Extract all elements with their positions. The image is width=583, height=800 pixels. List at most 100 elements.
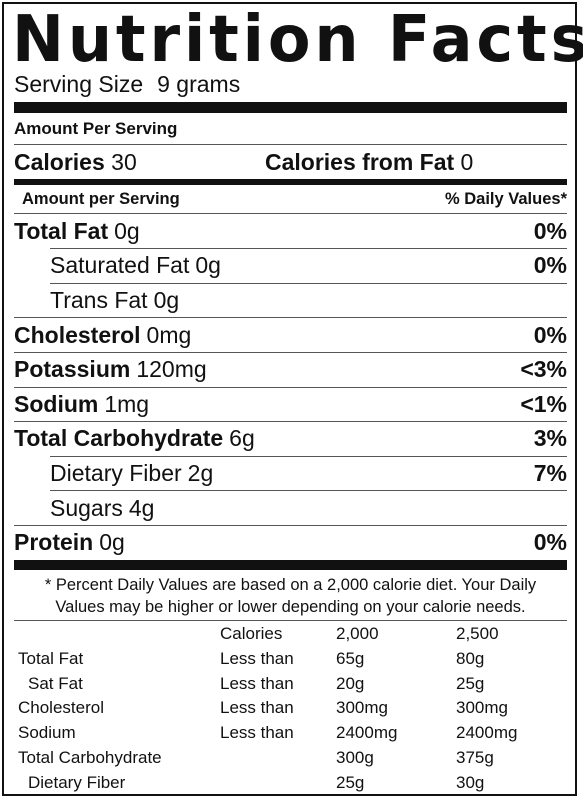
daily-values-cell: 300g: [336, 748, 374, 767]
nutrient-amount: 0g: [114, 217, 140, 244]
nutrient-row: Cholesterol 0mg 0%: [14, 318, 567, 353]
daily-values-cell: 25g: [456, 673, 485, 693]
nutrient-row: Total Fat 0g 0%: [14, 214, 567, 249]
daily-values-header-cell: 2,500: [456, 624, 499, 643]
nutrient-amount: 0g: [195, 252, 221, 279]
daily-values-row: Sodium Less than 2400mg 2400mg: [14, 720, 567, 745]
calories-from-fat-label: Calories from Fat: [265, 149, 455, 175]
nutrient-amount: 0g: [153, 286, 180, 313]
divider: [14, 351, 567, 353]
calories-row: Calories 30: [14, 147, 137, 177]
divider: [14, 386, 567, 388]
nutrient-row: Dietary Fiber 2g 7%: [14, 456, 567, 491]
nutrient-daily-value: 0%: [533, 217, 567, 244]
nutrient-row: Saturated Fat 0g 0%: [14, 249, 567, 284]
daily-values-cell: 300mg: [336, 698, 388, 718]
nutrient-name-amount: Dietary Fiber 2g: [14, 460, 213, 487]
nutrient-daily-value: 0%: [533, 321, 567, 348]
daily-values-cell: Less than: [220, 723, 294, 743]
divider: [50, 455, 567, 457]
nutrient-row: Potassium 120mg <3%: [14, 352, 567, 387]
nutrient-amount: 1mg: [104, 390, 150, 417]
nutrient-daily-value: 0%: [533, 529, 567, 556]
nutrient-row: Sodium 1mg <1%: [14, 387, 567, 422]
daily-values-cell: Less than: [220, 673, 294, 693]
daily-values-cell: Total Carbohydrate: [18, 748, 162, 767]
divider: [14, 144, 567, 145]
amount-per-serving-subheader: Amount per Serving: [22, 190, 180, 208]
nutrient-daily-value: 3%: [533, 425, 567, 452]
daily-values-header-cell: Calories: [220, 624, 283, 643]
nutrient-row: Trans Fat 0g: [14, 283, 567, 318]
daily-values-row: Total Carbohydrate 300g 375g: [14, 745, 567, 770]
nutrient-amount: 120mg: [136, 356, 207, 383]
nutrient-name-amount: Potassium 120mg: [14, 356, 207, 383]
daily-values-row: Total Fat Less than 65g 80g: [14, 646, 567, 671]
daily-values-cell: 65g: [336, 648, 365, 668]
serving-size-value: 9 grams: [157, 71, 241, 97]
nutrient-name-amount: Trans Fat 0g: [14, 287, 179, 314]
daily-values-cell: Less than: [220, 648, 294, 668]
footnote: * Percent Daily Values are based on a 2,…: [14, 574, 567, 618]
calories-from-fat-value: 0: [460, 149, 474, 175]
nutrient-name: Cholesterol: [14, 321, 141, 348]
calories-from-fat: Calories from Fat 0: [265, 147, 473, 177]
daily-values-cell: 30g: [456, 772, 485, 792]
serving-size-label: Serving Size: [14, 71, 144, 97]
nutrient-name: Potassium: [14, 356, 131, 383]
divider: [50, 282, 567, 284]
calories-value: 30: [111, 149, 137, 175]
serving-size: Serving Size 9 grams: [14, 70, 240, 98]
nutrient-name: Total Carbohydrate: [14, 425, 224, 452]
nutrient-name: Dietary Fiber: [50, 459, 182, 486]
nutrient-name-amount: Sodium 1mg: [14, 391, 149, 418]
divider: [14, 524, 567, 526]
daily-values-cell: 2400mg: [456, 723, 518, 743]
thick-divider: [14, 560, 567, 570]
nutrient-name: Total Fat: [14, 217, 109, 244]
label-content: Nutrition Facts Serving Size 9 grams Amou…: [12, 3, 583, 795]
nutrient-row: Total Carbohydrate 6g 3%: [14, 422, 567, 457]
divider: [14, 620, 567, 621]
nutrient-name: Sodium: [14, 390, 99, 417]
daily-values-cell: 80g: [456, 648, 485, 668]
daily-values-cell: Sodium: [18, 723, 76, 743]
daily-values-cell: Less than: [220, 698, 294, 718]
nutrient-name: Sugars: [50, 494, 123, 521]
nutrient-amount: 4g: [128, 494, 155, 521]
nutrient-name-amount: Cholesterol 0mg: [14, 322, 191, 349]
daily-values-cell: 300mg: [456, 698, 508, 718]
daily-values-header-row: Calories 2,000 2,500: [14, 621, 567, 646]
nutrient-name: Protein: [14, 529, 94, 556]
daily-values-row: Sat Fat Less than 20g 25g: [14, 671, 567, 696]
daily-values-cell: 25g: [336, 772, 365, 792]
daily-values-header-cell: 2,000: [336, 624, 379, 643]
medium-divider: [14, 179, 567, 185]
daily-values-row: Cholesterol Less than 300mg 300mg: [14, 695, 567, 720]
footnote-line: * Percent Daily Values are based on a 2,…: [44, 576, 537, 594]
calories-label: Calories: [14, 149, 105, 175]
thick-divider: [14, 102, 567, 113]
nutrient-name-amount: Total Fat 0g: [14, 218, 140, 245]
daily-values-cell: Dietary Fiber: [28, 772, 126, 792]
nutrient-name: Saturated Fat: [50, 252, 190, 279]
label-title: Nutrition Facts: [12, 3, 583, 77]
nutrient-amount: 2g: [187, 459, 214, 486]
daily-values-row: Dietary Fiber 25g 30g: [14, 770, 567, 795]
nutrient-name-amount: Total Carbohydrate 6g: [14, 425, 255, 452]
divider: [50, 248, 567, 250]
divider: [50, 490, 567, 492]
nutrient-daily-value: 0%: [533, 252, 567, 279]
daily-values-cell: 375g: [456, 748, 494, 767]
nutrient-row: Sugars 4g: [14, 491, 567, 526]
daily-values-cell: 20g: [336, 673, 365, 693]
footnote-line: Values may be higher or lower depending …: [55, 598, 526, 616]
divider: [14, 421, 567, 423]
nutrient-name-amount: Protein 0g: [14, 529, 125, 556]
nutrient-name-amount: Saturated Fat 0g: [14, 252, 221, 279]
daily-values-cell: Sat Fat: [28, 673, 83, 693]
daily-values-cell: 2400mg: [336, 723, 398, 743]
nutrient-amount: 0mg: [146, 321, 192, 348]
nutrient-name-amount: Sugars 4g: [14, 495, 154, 522]
